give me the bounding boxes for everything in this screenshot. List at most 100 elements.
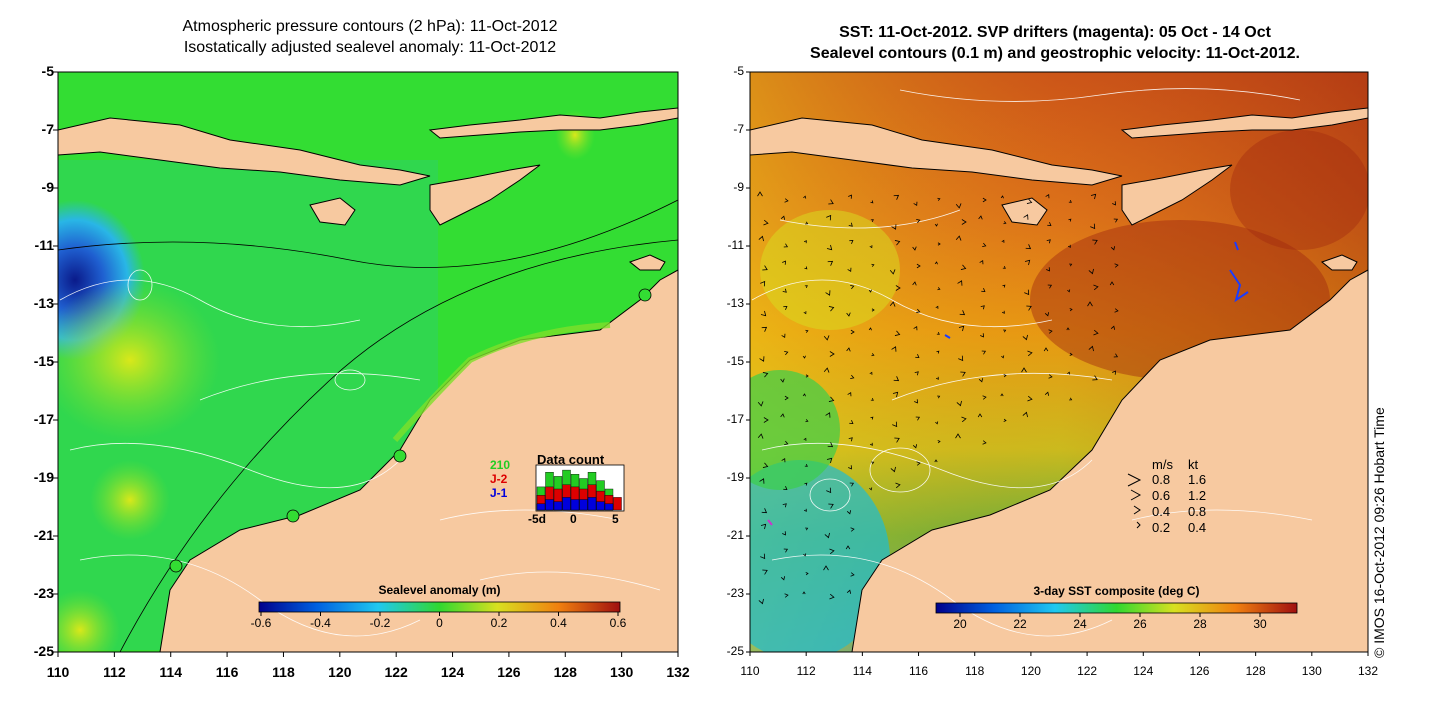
velocity-arrow: [784, 198, 789, 203]
velocity-arrow: [780, 215, 786, 220]
velocity-legend-arrows: [1127, 473, 1142, 529]
velocity-arrow: [805, 329, 809, 333]
velocity-arrow: [955, 235, 962, 241]
sst-colorbar-tick-label: 22: [1013, 617, 1027, 631]
velocity-arrow: [1027, 350, 1033, 357]
right-axis-ticks: [746, 71, 1369, 656]
data-count-bar-blue: [536, 503, 546, 511]
velocity-legend-ms-header: m/s: [1152, 457, 1173, 472]
velocity-arrow: [914, 371, 919, 376]
velocity-arrow: [1093, 329, 1099, 336]
velocity-arrow: [804, 266, 808, 270]
left-y-tick-label: -7: [41, 121, 54, 137]
data-count-bar-blue: [596, 501, 605, 511]
velocity-arrow: [1113, 218, 1119, 223]
velocity-arrow: [805, 374, 809, 378]
velocity-arrow: [937, 287, 941, 291]
velocity-arrow: [1003, 418, 1007, 422]
data-count-bar-blue: [553, 501, 563, 511]
left-map-title: Atmospheric pressure contours (2 hPa): 1…: [60, 16, 680, 58]
left-title-line2: Isostatically adjusted sealevel anomaly:…: [183, 39, 557, 56]
left-y-tick-label: -5: [41, 63, 54, 79]
velocity-arrow: [1090, 223, 1096, 230]
sealevel-colorbar-tick-label: 0.6: [609, 616, 627, 630]
velocity-arrow: [1069, 308, 1073, 312]
velocity-arrow: [891, 224, 897, 230]
velocity-arrow: [827, 442, 834, 448]
velocity-arrow: [1001, 239, 1005, 243]
velocity-arrow: [783, 243, 789, 248]
velocity-arrow: [828, 306, 835, 312]
velocity-arrow: [935, 305, 939, 309]
velocity-arrow: [803, 195, 807, 199]
right-y-tick-label: -7: [733, 122, 744, 136]
velocity-arrow: [758, 235, 764, 242]
velocity-arrow: [781, 333, 786, 339]
velocity-arrow: [868, 327, 872, 331]
velocity-arrow: [1114, 308, 1119, 313]
left-x-tick-label: 120: [328, 664, 352, 680]
velocity-arrow: [762, 569, 768, 575]
velocity-arrow: [1026, 198, 1033, 204]
data-count-legend-label: J-2: [490, 472, 508, 486]
velocity-arrow: [1087, 301, 1093, 307]
velocity-arrow: [936, 331, 940, 335]
velocity-arrow: [758, 598, 764, 605]
velocity-arrow: [937, 440, 941, 444]
data-count-bar-red: [613, 497, 622, 511]
right-x-tick-label: 126: [1189, 664, 1210, 678]
left-x-tick-label: 112: [103, 664, 126, 680]
right-x-tick-label: 128: [1245, 664, 1266, 678]
right-x-tick-label: 124: [1133, 664, 1154, 678]
velocity-arrow: [961, 416, 967, 423]
velocity-arrow: [912, 444, 918, 449]
left-axis-ticks: [53, 71, 679, 657]
sealevel-colorbar-tick-label: 0.2: [490, 616, 508, 630]
velocity-arrow: [782, 503, 787, 508]
velocity-arrow: [826, 244, 833, 251]
data-count-legend-label: J-1: [490, 486, 508, 500]
sealevel-anomaly-map: [58, 72, 678, 652]
velocity-arrow: [805, 527, 809, 531]
velocity-arrow: [802, 393, 806, 397]
velocity-arrow: [960, 264, 967, 270]
velocity-arrow: [916, 461, 921, 466]
velocity-arrow: [847, 391, 852, 397]
velocity-arrow: [937, 197, 941, 201]
velocity-arrow: [982, 197, 987, 203]
velocity-arrow: [784, 593, 789, 598]
velocity-arrow: [802, 591, 806, 595]
velocity-arrow: [1069, 397, 1073, 401]
left-y-tick-label: -11: [34, 237, 54, 253]
velocity-arrow: [955, 433, 961, 439]
left-y-tick-label: -17: [33, 411, 54, 427]
velocity-arrow: [1068, 218, 1072, 222]
left-y-tick-label: -21: [33, 527, 54, 543]
velocity-arrow: [760, 553, 766, 560]
sealevel-colorbar-title: Sealevel anomaly (m): [378, 583, 501, 597]
right-x-tick-label: 114: [852, 664, 872, 678]
velocity-arrow: [1113, 353, 1119, 358]
velocity-arrow: [825, 290, 831, 296]
velocity-arrow: [780, 413, 785, 418]
velocity-arrow: [912, 281, 917, 286]
velocity-arrow: [823, 367, 830, 373]
velocity-arrow: [804, 482, 808, 486]
left-y-tick-label: -13: [33, 295, 54, 311]
velocity-arrow: [805, 419, 809, 423]
velocity-arrow: [871, 353, 875, 357]
velocity-arrow: [980, 333, 984, 338]
velocity-arrow: [869, 245, 873, 249]
velocity-arrow: [889, 301, 896, 307]
velocity-arrow: [784, 395, 789, 401]
velocity-arrow: [981, 288, 986, 292]
velocity-arrow: [759, 478, 765, 484]
velocity-arrow: [978, 378, 984, 383]
velocity-arrow: [1025, 244, 1032, 250]
velocity-arrow: [850, 374, 855, 380]
velocity-arrow: [871, 308, 875, 312]
velocity-arrow: [826, 214, 832, 221]
sealevel-colorbar-tick-label: 0.4: [550, 616, 567, 630]
velocity-arrow: [1112, 370, 1116, 375]
velocity-arrow: [869, 371, 873, 375]
